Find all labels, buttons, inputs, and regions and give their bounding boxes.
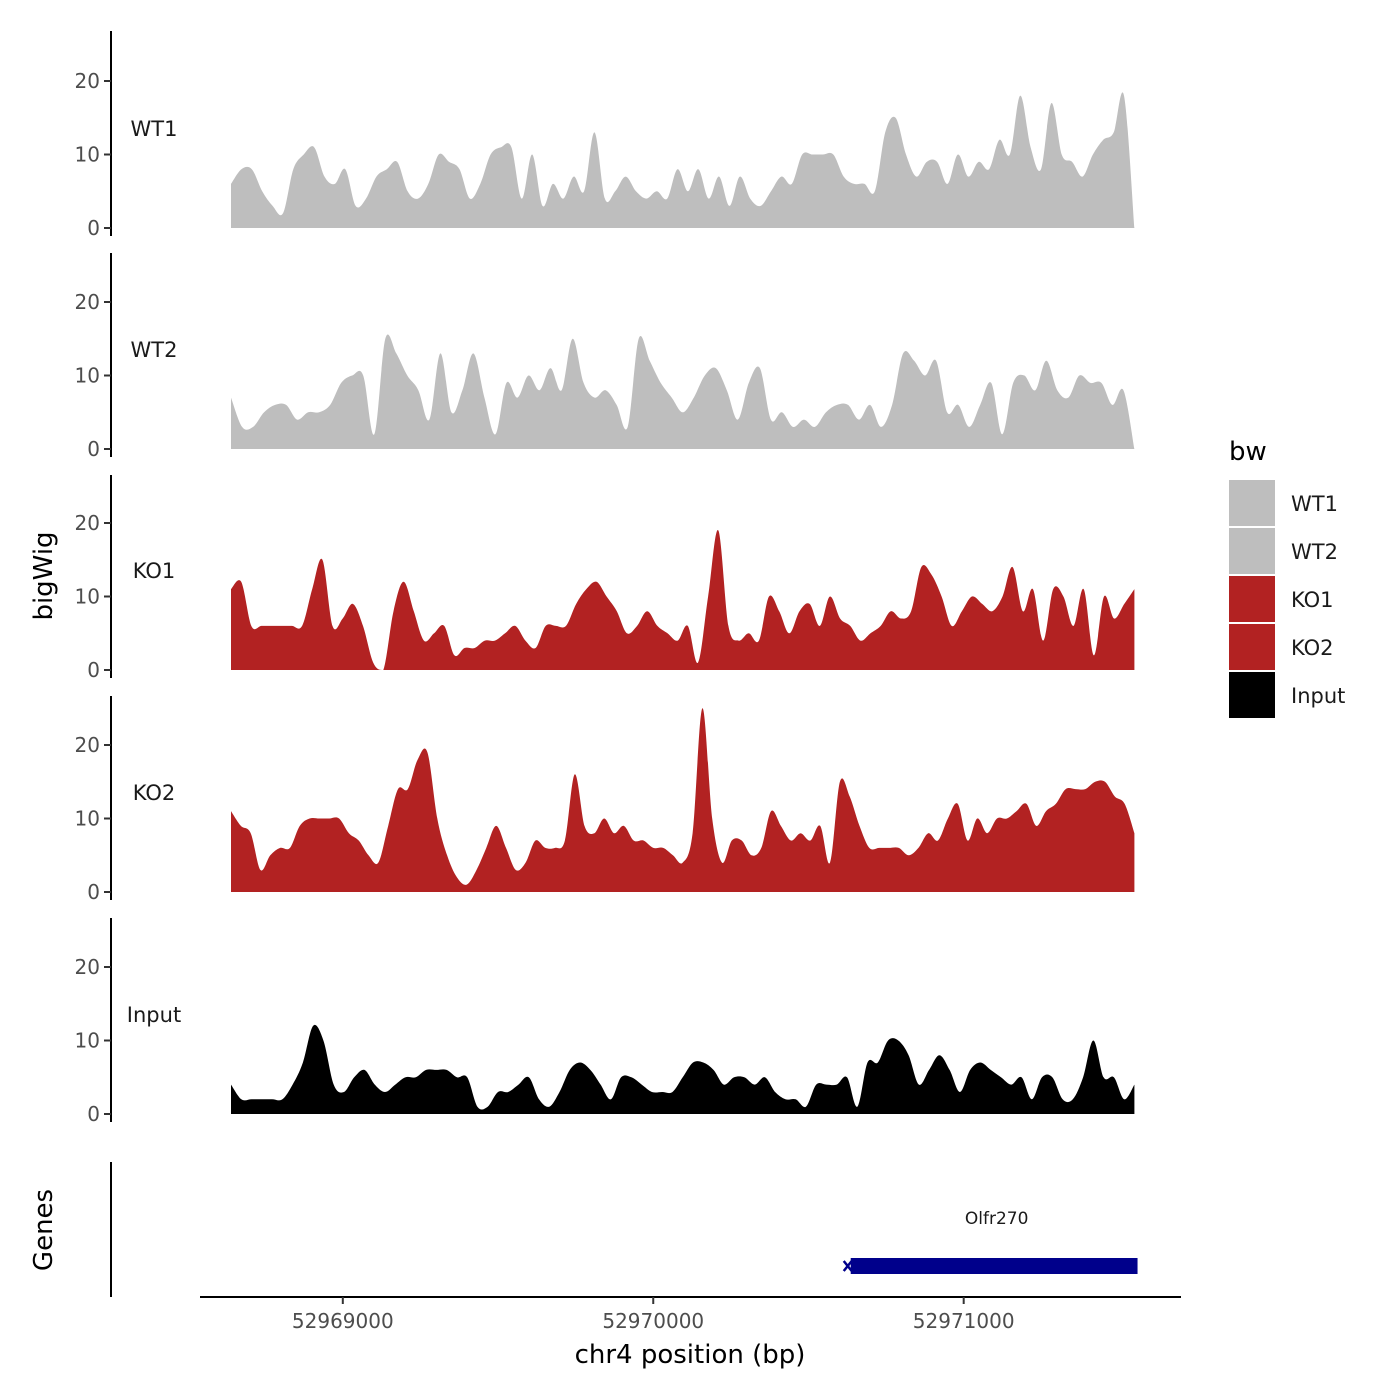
legend-label: KO1 (1291, 588, 1334, 612)
x-axis-title: chr4 position (bp) (575, 1340, 806, 1370)
y-tick-label: 20 (75, 733, 100, 757)
track-label: KO2 (133, 781, 176, 805)
legend-swatch (1229, 672, 1275, 718)
legend-items: WT1 WT2 KO1 KO2 Input (1229, 480, 1345, 718)
legend-item-input: Input (1229, 672, 1345, 718)
x-tick-label: 52971000 (913, 1309, 1015, 1333)
track-wt2: 0 10 20 WT2 (75, 253, 1135, 461)
legend-label: KO2 (1291, 636, 1334, 660)
track-ko2: 0 10 20 KO2 (75, 696, 1135, 904)
track-label: KO1 (133, 559, 176, 583)
coverage-area-ko1 (231, 530, 1135, 670)
y-tick-label: 20 (75, 290, 100, 314)
legend-swatch (1229, 624, 1275, 670)
genes-axis-title: Genes (29, 1189, 59, 1271)
y-tick-label: 0 (87, 437, 100, 461)
genes-panel: Genes Olfr270 (29, 1162, 1138, 1297)
y-tick-label: 0 (87, 1102, 100, 1126)
track-input: 0 10 20 Input (75, 918, 1135, 1126)
gene-label: Olfr270 (965, 1209, 1029, 1229)
track-label: WT2 (131, 338, 178, 362)
y-tick-label: 0 (87, 216, 100, 240)
y-tick-label: 10 (75, 364, 100, 388)
gene-body (850, 1258, 1138, 1274)
strand-marker-icon (842, 1260, 853, 1272)
tracks-group: 0 10 20 WT1 0 10 20 WT2 0 10 20 KO1 0 10 20 KO2 0 10 20 Inp… (75, 31, 1135, 1126)
legend-item-wt2: WT2 (1229, 528, 1338, 574)
y-tick-label: 20 (75, 511, 100, 535)
legend-label: Input (1291, 684, 1345, 708)
y-tick-label: 10 (75, 143, 100, 167)
track-label: WT1 (131, 117, 178, 141)
y-tick-label: 10 (75, 585, 100, 609)
coverage-area-input (231, 1024, 1135, 1114)
legend-swatch (1229, 480, 1275, 526)
y-tick-label: 0 (87, 658, 100, 682)
legend-item-ko2: KO2 (1229, 624, 1334, 670)
x-ticks: 52969000 52970000 52971000 (292, 1297, 1015, 1333)
coverage-area-ko2 (231, 708, 1135, 892)
coverage-area-wt2 (231, 334, 1135, 449)
x-tick-label: 52969000 (292, 1309, 394, 1333)
y-axis-title: bigWig (29, 531, 59, 620)
gene-olfr270: Olfr270 (842, 1209, 1138, 1274)
y-tick-label: 0 (87, 880, 100, 904)
x-axis: 52969000 52970000 52971000 chr4 position (… (200, 1296, 1181, 1370)
legend-label: WT2 (1291, 540, 1338, 564)
track-label: Input (127, 1003, 181, 1027)
gene-features: Olfr270 (842, 1209, 1138, 1274)
y-tick-label: 20 (75, 69, 100, 93)
y-tick-label: 20 (75, 955, 100, 979)
y-tick-label: 10 (75, 807, 100, 831)
track-wt1: 0 10 20 WT1 (75, 31, 1135, 240)
track-ko1: 0 10 20 KO1 (75, 475, 1135, 682)
x-tick-label: 52970000 (602, 1309, 704, 1333)
legend-label: WT1 (1291, 492, 1338, 516)
legend-item-ko1: KO1 (1229, 576, 1334, 622)
legend-swatch (1229, 528, 1275, 574)
coverage-area-wt1 (231, 92, 1135, 228)
y-tick-label: 10 (75, 1029, 100, 1053)
legend-swatch (1229, 576, 1275, 622)
legend-item-wt1: WT1 (1229, 480, 1338, 526)
legend-title: bw (1229, 437, 1267, 467)
legend: bw WT1 WT2 KO1 KO2 Input (1229, 437, 1345, 718)
